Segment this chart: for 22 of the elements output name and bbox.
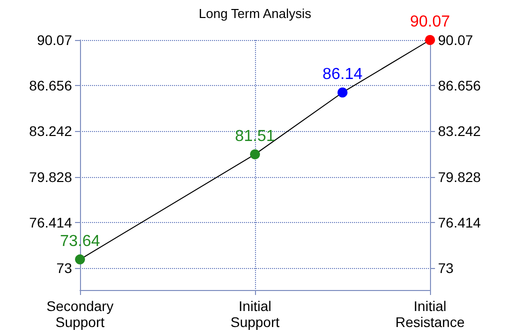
x-tick-label: Secondary Support <box>46 298 114 330</box>
y2-tick-label: 83.242 <box>438 123 482 140</box>
y2-tick-label: 86.656 <box>438 78 482 94</box>
point <box>75 254 85 264</box>
y-tick-label: 86.656 <box>29 78 72 94</box>
y2-tick-label: 79.828 <box>438 168 482 185</box>
data-label: 90.07 <box>410 14 450 30</box>
y-tick-label: 90.07 <box>36 32 72 48</box>
y-tick-label: 79.828 <box>29 168 72 185</box>
y-tick-label: 73 <box>56 260 72 276</box>
y-tick-label: 76.414 <box>29 214 72 230</box>
x-tick-label: Initial Resistance <box>395 298 465 330</box>
point <box>250 149 260 160</box>
data-label: 86.14 <box>322 66 363 83</box>
point <box>338 87 348 98</box>
data-label: 81.51 <box>234 128 276 145</box>
y2-tick-label: 76.414 <box>438 214 482 230</box>
y-tick-label: 83.242 <box>29 123 72 140</box>
y2-tick-label: 90.07 <box>438 32 474 48</box>
x-tick-label: Initial Support <box>230 298 280 330</box>
chart-title: Long Term Analysis <box>198 6 312 21</box>
y2-tick-label: 73 <box>438 260 454 276</box>
